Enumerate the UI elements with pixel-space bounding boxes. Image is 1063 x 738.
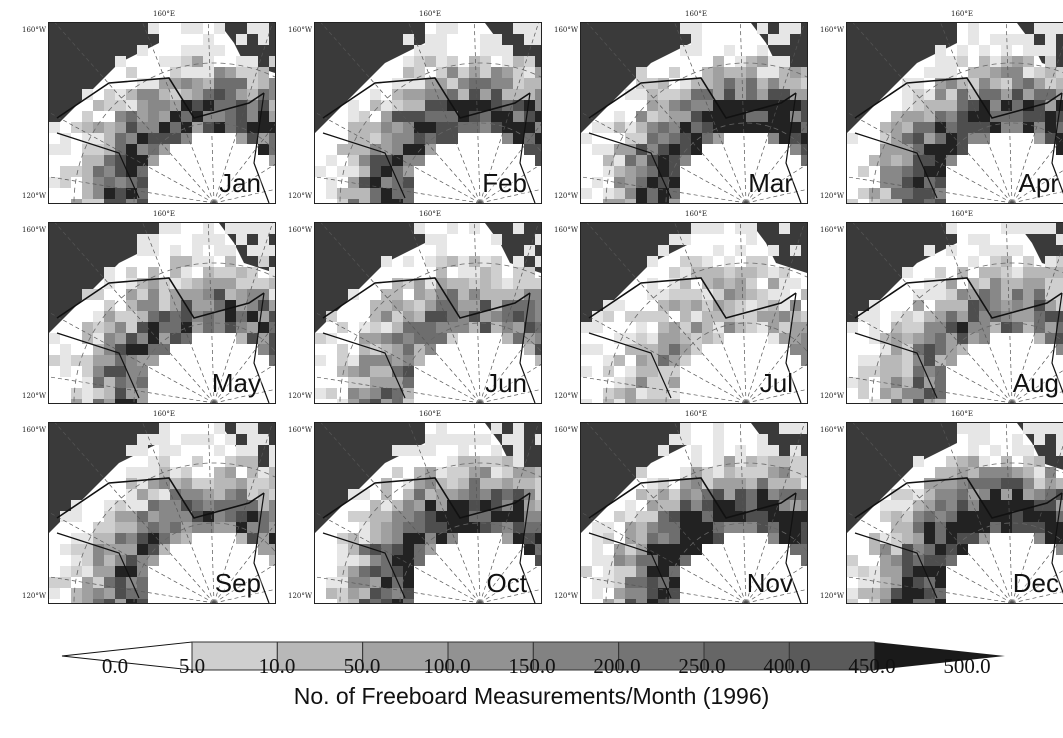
longitude-label: 160°E — [153, 10, 175, 18]
colorbar-title: No. of Freeboard Measurements/Month (199… — [293, 683, 770, 709]
latitude-label-top: 160°W — [22, 426, 47, 434]
colorbar-segment — [788, 641, 876, 671]
colorbar-max-arrow — [874, 642, 1005, 670]
latitude-label-bottom: 120°W — [554, 392, 579, 400]
sea-ice-grid — [581, 23, 807, 203]
sea-ice-grid — [581, 223, 807, 403]
longitude-label: 160°E — [153, 410, 175, 418]
latitude-label-bottom: 120°W — [820, 192, 845, 200]
month-map-panel: Nov — [580, 422, 808, 604]
month-map-panel: Aug — [846, 222, 1063, 404]
latitude-label-bottom: 120°W — [554, 592, 579, 600]
colorbar-tick-label: 50.0 — [343, 654, 381, 678]
latitude-label-bottom: 120°W — [288, 592, 313, 600]
sea-ice-grid — [315, 423, 541, 603]
longitude-label: 160°E — [951, 210, 973, 218]
month-map-panel: Mar — [580, 22, 808, 204]
month-map-panel: Sep — [48, 422, 276, 604]
latitude-label-bottom: 120°W — [288, 392, 313, 400]
month-label: Sep — [214, 568, 261, 598]
colorbar-tick-label: 450.0 — [848, 654, 896, 678]
month-map-panel: Jul — [580, 222, 808, 404]
sea-ice-grid — [581, 423, 807, 603]
latitude-label-top: 160°W — [554, 226, 579, 234]
longitude-label: 160°E — [951, 410, 973, 418]
month-label: Oct — [486, 568, 527, 598]
longitude-label: 160°E — [685, 410, 707, 418]
latitude-label-top: 160°W — [22, 226, 47, 234]
month-label: Dec — [1012, 568, 1059, 598]
month-map-panel: Feb — [314, 22, 542, 204]
latitude-label-bottom: 120°W — [820, 592, 845, 600]
latitude-label-top: 160°W — [288, 426, 313, 434]
longitude-label: 160°E — [419, 410, 441, 418]
sea-ice-grid — [49, 223, 275, 403]
latitude-label-bottom: 120°W — [554, 192, 579, 200]
colorbar-segment — [191, 641, 278, 671]
colorbar-tick-label: 250.0 — [678, 654, 726, 678]
sea-ice-grid — [49, 23, 275, 203]
longitude-label: 160°E — [153, 210, 175, 218]
latitude-label-bottom: 120°W — [22, 392, 47, 400]
longitude-label: 160°E — [419, 10, 441, 18]
colorbar-segment — [447, 641, 534, 671]
latitude-label-bottom: 120°W — [820, 392, 845, 400]
colorbar-tick-label: 100.0 — [423, 654, 471, 678]
latitude-label-top: 160°W — [554, 26, 579, 34]
longitude-label: 160°E — [951, 10, 973, 18]
longitude-label: 160°E — [419, 210, 441, 218]
latitude-label-top: 160°W — [288, 26, 313, 34]
latitude-label-bottom: 120°W — [22, 592, 47, 600]
sea-ice-grid — [847, 223, 1063, 403]
colorbar-segments — [61, 641, 1005, 671]
month-label: Mar — [748, 168, 793, 198]
map-panel-grid: Jan 160°E 160°W 120°W Feb 160°E 160°W 120°W Mar 1… — [22, 10, 1063, 604]
latitude-label-bottom: 120°W — [22, 192, 47, 200]
longitude-label: 160°E — [685, 10, 707, 18]
latitude-label-top: 160°W — [22, 26, 47, 34]
colorbar-tick-label: 400.0 — [763, 654, 811, 678]
sea-ice-grid — [315, 223, 541, 403]
month-label: Jan — [219, 168, 261, 198]
latitude-label-top: 160°W — [288, 226, 313, 234]
latitude-label-top: 160°W — [820, 426, 845, 434]
colorbar-tick-label: 0.0 — [101, 654, 129, 678]
sea-ice-grid — [315, 23, 541, 203]
month-label: Aug — [1012, 368, 1059, 398]
sea-ice-grid — [49, 423, 275, 603]
colorbar — [61, 641, 1005, 671]
month-map-panel: May — [48, 222, 276, 404]
latitude-label-bottom: 120°W — [288, 192, 313, 200]
month-map-panel: Oct — [314, 422, 542, 604]
colorbar-tick-label: 150.0 — [508, 654, 556, 678]
month-map-panel: Apr — [846, 22, 1063, 204]
colorbar-tick-label: 200.0 — [593, 654, 641, 678]
month-map-panel: Jun — [314, 222, 542, 404]
month-label: Apr — [1018, 168, 1059, 198]
colorbar-tick-label: 10.0 — [258, 654, 296, 678]
latitude-label-top: 160°W — [820, 26, 845, 34]
colorbar-tick-label: 5.0 — [178, 654, 206, 678]
colorbar-segment — [618, 641, 705, 671]
colorbar-segment — [362, 641, 449, 671]
month-label: Feb — [482, 168, 527, 198]
sea-ice-grid — [847, 423, 1063, 603]
longitude-label: 160°E — [685, 210, 707, 218]
colorbar-segment — [703, 641, 790, 671]
month-label: Jun — [485, 368, 527, 398]
sea-ice-grid — [847, 23, 1063, 203]
month-label: Jul — [759, 368, 793, 398]
latitude-label-top: 160°W — [554, 426, 579, 434]
month-map-panel: Jan — [48, 22, 276, 204]
latitude-label-top: 160°W — [820, 226, 845, 234]
colorbar-tick-label: 500.0 — [943, 654, 991, 678]
month-label: May — [211, 368, 261, 398]
month-label: Nov — [746, 568, 793, 598]
month-map-panel: Dec — [846, 422, 1063, 604]
